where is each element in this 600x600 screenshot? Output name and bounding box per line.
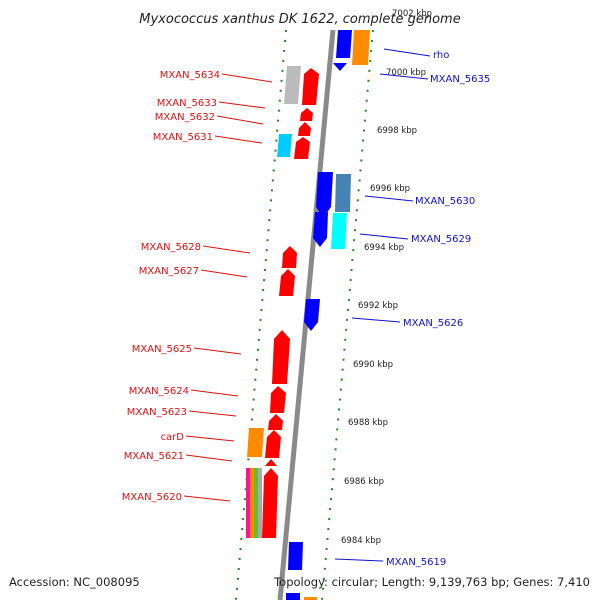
- kbp-tick-6994: 6994 kbp: [364, 243, 404, 253]
- label-mxan5632[interactable]: MXAN_5632: [155, 112, 264, 125]
- gene-orange-top[interactable]: [352, 30, 370, 65]
- gene-mxan5631-cyan[interactable]: [277, 134, 292, 157]
- right-dotted-boundary: [321, 29, 374, 600]
- label-mxan5628[interactable]: MXAN_5628: [141, 242, 251, 254]
- svg-text:MXAN_5629: MXAN_5629: [411, 234, 471, 245]
- kbp-tick-7000: 7000 kbp: [386, 68, 426, 78]
- kbp-tick-6996: 6996 kbp: [370, 184, 410, 194]
- gene-mxan5623[interactable]: [268, 414, 283, 430]
- svg-text:MXAN_5634: MXAN_5634: [160, 70, 220, 81]
- label-card[interactable]: carD: [161, 432, 235, 443]
- svg-text:MXAN_5627: MXAN_5627: [139, 266, 199, 277]
- svg-text:MXAN_5626: MXAN_5626: [403, 318, 463, 329]
- gene-mxan5620[interactable]: [262, 468, 278, 538]
- top-tick-label: 7002 kbp: [392, 9, 432, 19]
- gene-mxan5626[interactable]: [304, 299, 320, 331]
- kbp-tick-6988: 6988 kbp: [348, 418, 388, 428]
- gene-mxan5620-multicolor[interactable]: [246, 468, 262, 538]
- gene-mxan5632[interactable]: [298, 122, 311, 136]
- gene-mxan5630-b[interactable]: [335, 174, 351, 212]
- label-mxan5624[interactable]: MXAN_5624: [129, 386, 239, 397]
- gene-mxan5624[interactable]: [270, 386, 286, 413]
- label-rho[interactable]: rho: [383, 48, 449, 61]
- svg-text:rho: rho: [433, 50, 449, 61]
- svg-text:MXAN_5633: MXAN_5633: [157, 98, 217, 109]
- gene-bottom-blue[interactable]: [286, 593, 300, 600]
- label-mxan5631[interactable]: MXAN_5631: [153, 132, 263, 144]
- gene-mxan5628[interactable]: [282, 246, 297, 268]
- gene-mxan5631[interactable]: [294, 137, 310, 159]
- gene-bottom-orange[interactable]: [304, 597, 317, 600]
- label-mxan5621[interactable]: MXAN_5621: [124, 451, 233, 462]
- svg-text:MXAN_5632: MXAN_5632: [155, 112, 215, 123]
- kbp-tick-6984: 6984 kbp: [341, 536, 381, 546]
- gene-mxan5627[interactable]: [279, 269, 295, 296]
- svg-text:MXAN_5635: MXAN_5635: [430, 74, 490, 85]
- accession-text: Accession: NC_008095: [9, 575, 140, 589]
- label-mxan5630[interactable]: MXAN_5630: [364, 195, 475, 207]
- label-mxan5623[interactable]: MXAN_5623: [127, 407, 237, 418]
- kbp-tick-6986: 6986 kbp: [344, 477, 384, 487]
- gene-mxan5630-a[interactable]: [316, 172, 333, 218]
- map-title: Myxococcus xanthus DK 1622, complete gen…: [139, 12, 460, 27]
- svg-text:MXAN_5625: MXAN_5625: [132, 344, 192, 355]
- gene-card-orange[interactable]: [247, 428, 264, 457]
- label-mxan5635[interactable]: MXAN_5635: [379, 73, 490, 85]
- gene-gray-block[interactable]: [284, 66, 301, 104]
- kbp-tick-6992: 6992 kbp: [358, 301, 398, 311]
- svg-text:MXAN_5619: MXAN_5619: [386, 557, 446, 568]
- label-mxan5619[interactable]: MXAN_5619: [334, 557, 446, 568]
- kbp-tick-6998: 6998 kbp: [377, 126, 417, 136]
- svg-text:carD: carD: [161, 432, 185, 443]
- label-mxan5633[interactable]: MXAN_5633: [157, 98, 266, 109]
- label-mxan5629[interactable]: MXAN_5629: [359, 233, 471, 245]
- svg-text:MXAN_5624: MXAN_5624: [129, 386, 189, 397]
- gene-card[interactable]: [265, 430, 281, 458]
- svg-text:MXAN_5630: MXAN_5630: [415, 196, 475, 207]
- svg-text:MXAN_5620: MXAN_5620: [122, 492, 182, 503]
- gene-mxan5634[interactable]: [302, 68, 319, 105]
- label-mxan5625[interactable]: MXAN_5625: [132, 344, 242, 355]
- svg-text:MXAN_5623: MXAN_5623: [127, 407, 187, 418]
- label-mxan5627[interactable]: MXAN_5627: [139, 266, 248, 278]
- label-mxan5626[interactable]: MXAN_5626: [351, 317, 463, 329]
- svg-text:MXAN_5621: MXAN_5621: [124, 451, 184, 462]
- summary-text: Topology: circular; Length: 9,139,763 bp…: [273, 575, 590, 589]
- svg-text:MXAN_5631: MXAN_5631: [153, 132, 213, 143]
- gene-mxan5619[interactable]: [288, 542, 303, 570]
- label-mxan5620[interactable]: MXAN_5620: [122, 492, 231, 503]
- kbp-tick-6990: 6990 kbp: [353, 360, 393, 370]
- gene-rho[interactable]: [333, 30, 352, 71]
- gene-mxan5625[interactable]: [272, 330, 290, 384]
- gene-mxan5621[interactable]: [265, 459, 277, 466]
- gene-mxan5629-b[interactable]: [331, 213, 347, 249]
- gene-mxan5629-a[interactable]: [313, 212, 328, 247]
- label-mxan5634[interactable]: MXAN_5634: [160, 70, 273, 83]
- gene-mxan5633[interactable]: [300, 108, 313, 121]
- svg-text:MXAN_5628: MXAN_5628: [141, 242, 201, 253]
